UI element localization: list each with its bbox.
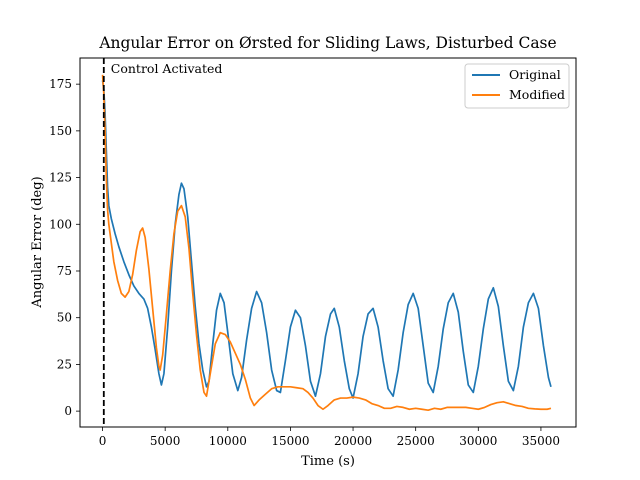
plot-area: Control Activated — [79, 57, 577, 428]
x-tick-label: 30000 — [459, 434, 497, 448]
y-tick-label: 175 — [49, 77, 72, 91]
series-line-original — [101, 80, 552, 399]
x-tick-label: 25000 — [397, 434, 435, 448]
y-tick-label: 75 — [57, 264, 72, 278]
y-axis-label: Angular Error (deg) — [30, 176, 45, 308]
plot-frame — [79, 57, 577, 428]
x-tick-label: 15000 — [271, 434, 309, 448]
y-axis: 0 25 50 75 100 125 150 175 — [49, 77, 80, 418]
x-tick-label: 5000 — [150, 434, 181, 448]
series-line-modified — [101, 74, 552, 412]
y-tick-label: 100 — [49, 217, 72, 231]
y-tick-label: 50 — [57, 311, 72, 325]
x-tick-label: 0 — [99, 434, 107, 448]
control-activated-label: Control Activated — [111, 61, 223, 76]
x-tick-label: 10000 — [209, 434, 247, 448]
series-layer — [101, 74, 552, 412]
x-axis-label: Time (s) — [301, 454, 355, 469]
x-tick-label: 20000 — [334, 434, 372, 448]
legend: Original Modified — [464, 63, 570, 109]
y-tick-label: 125 — [49, 171, 72, 185]
chart-title: Angular Error on Ørsted for Sliding Laws… — [98, 34, 556, 52]
legend-label-original: Original — [509, 67, 561, 82]
x-axis: 0 5000 10000 15000 20000 25000 30000 35000 — [99, 427, 560, 448]
x-tick-label: 35000 — [522, 434, 560, 448]
legend-label-modified: Modified — [509, 87, 565, 102]
y-tick-label: 0 — [64, 404, 72, 418]
y-tick-label: 150 — [49, 124, 72, 138]
y-tick-label: 25 — [57, 357, 72, 371]
